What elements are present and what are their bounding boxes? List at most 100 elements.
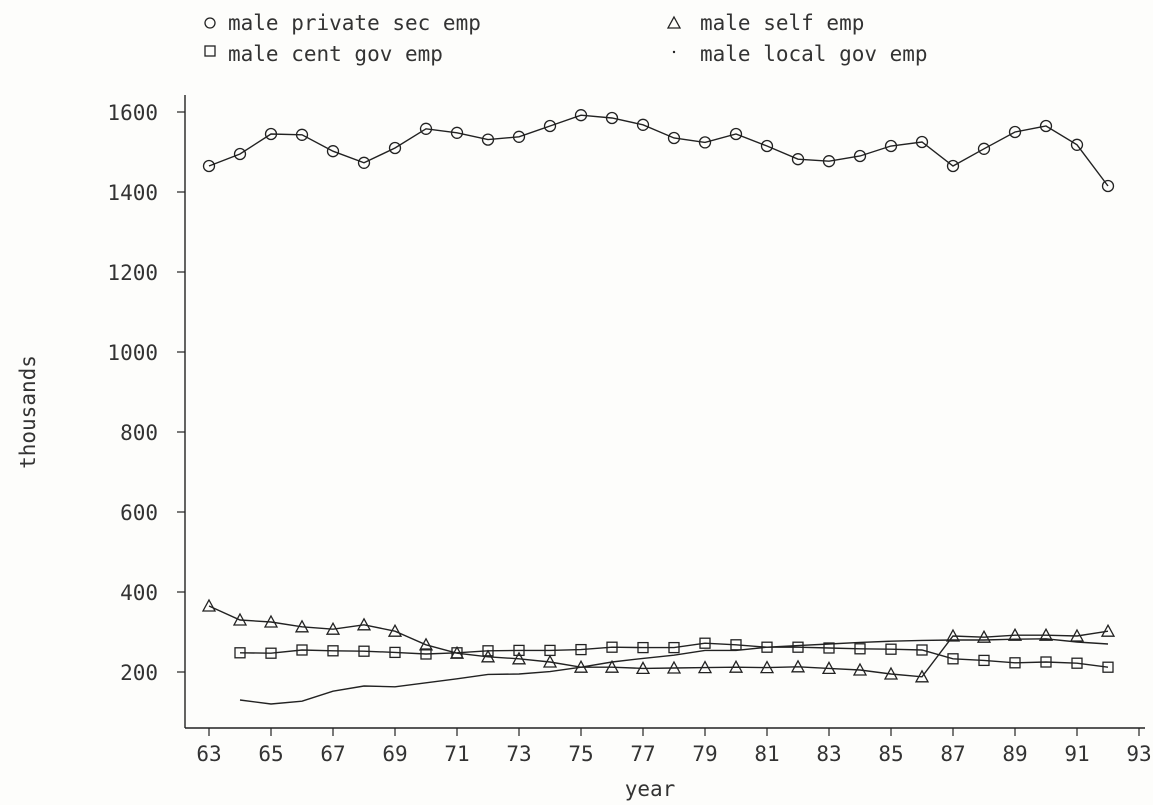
square-marker xyxy=(1071,657,1083,669)
circle-marker xyxy=(388,141,402,155)
circle-marker xyxy=(853,149,867,163)
tick-marks: 63 65 67 69 71 73 75 77 79 81 83 85 87 89 91 93 200 400 60… xyxy=(107,101,1151,766)
series-line xyxy=(239,638,1109,705)
square-marker xyxy=(1009,657,1021,669)
square-marker xyxy=(978,654,990,667)
circle-marker xyxy=(202,159,216,173)
square-marker xyxy=(575,643,587,656)
triangle-marker xyxy=(387,623,403,637)
circle-marker xyxy=(977,142,991,155)
y-tick-label: 1200 xyxy=(107,261,158,285)
square-marker xyxy=(699,637,711,649)
triangle-marker xyxy=(604,659,620,673)
circle-marker xyxy=(543,119,557,133)
triangle-marker xyxy=(1069,628,1085,642)
square-marker xyxy=(668,641,680,654)
series-group xyxy=(201,109,1116,705)
square-marker xyxy=(544,644,556,657)
y-tick-label: 1400 xyxy=(107,181,158,205)
square-marker xyxy=(606,641,618,653)
triangle-marker xyxy=(635,661,651,675)
legend-label-local-gov: male local gov emp xyxy=(700,42,928,66)
square-marker xyxy=(637,641,649,654)
square-marker xyxy=(854,643,866,655)
circle-marker xyxy=(419,122,433,135)
legend-label-private: male private sec emp xyxy=(228,11,481,35)
x-tick-label: 75 xyxy=(568,742,593,766)
square-marker xyxy=(916,644,928,656)
y-axis-label: thousands xyxy=(16,355,40,469)
circle-marker xyxy=(357,156,371,169)
series-1 xyxy=(202,109,1115,193)
series-4 xyxy=(239,638,1109,705)
triangle-marker xyxy=(356,617,372,631)
series-line xyxy=(239,642,1109,668)
triangle-marker xyxy=(1100,623,1116,637)
square-marker xyxy=(1102,661,1114,673)
triangle-marker xyxy=(666,660,682,674)
triangle-marker xyxy=(697,660,713,674)
x-axis-label: year xyxy=(625,777,676,801)
series-2 xyxy=(201,598,1116,683)
circle-marker xyxy=(512,130,526,143)
triangle-marker xyxy=(883,666,899,680)
circle-marker xyxy=(295,128,309,141)
x-tick-label: 93 xyxy=(1126,742,1151,766)
legend-square-marker xyxy=(204,45,216,57)
circle-marker xyxy=(1101,179,1115,193)
circle-marker xyxy=(481,133,495,146)
y-tick-label: 1600 xyxy=(107,101,158,125)
x-tick-label: 79 xyxy=(692,742,717,766)
circle-marker xyxy=(760,139,774,153)
square-marker xyxy=(1040,656,1052,668)
circle-marker xyxy=(884,139,898,153)
triangle-marker xyxy=(232,612,248,626)
circle-marker xyxy=(574,109,588,122)
y-tick-label: 600 xyxy=(120,501,158,525)
circle-marker xyxy=(915,135,929,149)
legend-label-self: male self emp xyxy=(700,11,864,35)
circle-marker xyxy=(264,127,278,141)
square-marker xyxy=(420,648,432,660)
x-tick-label: 83 xyxy=(816,742,841,766)
square-marker xyxy=(885,643,897,655)
circle-marker xyxy=(1008,125,1022,139)
legend-triangle-marker xyxy=(666,15,682,29)
circle-marker xyxy=(450,126,464,139)
square-marker xyxy=(947,653,959,665)
circle-marker xyxy=(636,118,650,131)
legend-circle-marker xyxy=(204,17,216,29)
square-marker xyxy=(482,645,494,657)
triangle-marker xyxy=(263,614,279,628)
square-marker xyxy=(389,646,401,659)
triangle-marker xyxy=(325,621,341,635)
x-tick-label: 85 xyxy=(878,742,903,766)
square-marker xyxy=(358,645,370,657)
x-tick-label: 77 xyxy=(630,742,655,766)
triangle-marker xyxy=(728,659,744,673)
circle-marker xyxy=(946,159,960,173)
circle-marker xyxy=(791,153,805,166)
circle-marker xyxy=(326,145,340,158)
circle-marker xyxy=(1070,138,1084,151)
legend: male private sec emp male self emp male … xyxy=(204,11,928,66)
circle-marker xyxy=(605,111,619,125)
series-3 xyxy=(234,637,1114,673)
series-line xyxy=(208,114,1109,187)
x-tick-label: 63 xyxy=(196,742,221,766)
square-marker xyxy=(513,644,525,657)
y-tick-label: 400 xyxy=(120,581,158,605)
legend-dot-marker xyxy=(672,50,676,54)
triangle-marker xyxy=(852,662,868,676)
triangle-marker xyxy=(1007,627,1023,641)
square-marker xyxy=(823,642,835,654)
x-tick-label: 91 xyxy=(1064,742,1089,766)
triangle-marker xyxy=(759,660,775,674)
triangle-marker xyxy=(790,659,806,673)
circle-marker xyxy=(1039,119,1053,133)
x-tick-label: 69 xyxy=(382,742,407,766)
square-marker xyxy=(792,641,804,653)
square-marker xyxy=(296,644,308,656)
x-tick-label: 73 xyxy=(506,742,531,766)
